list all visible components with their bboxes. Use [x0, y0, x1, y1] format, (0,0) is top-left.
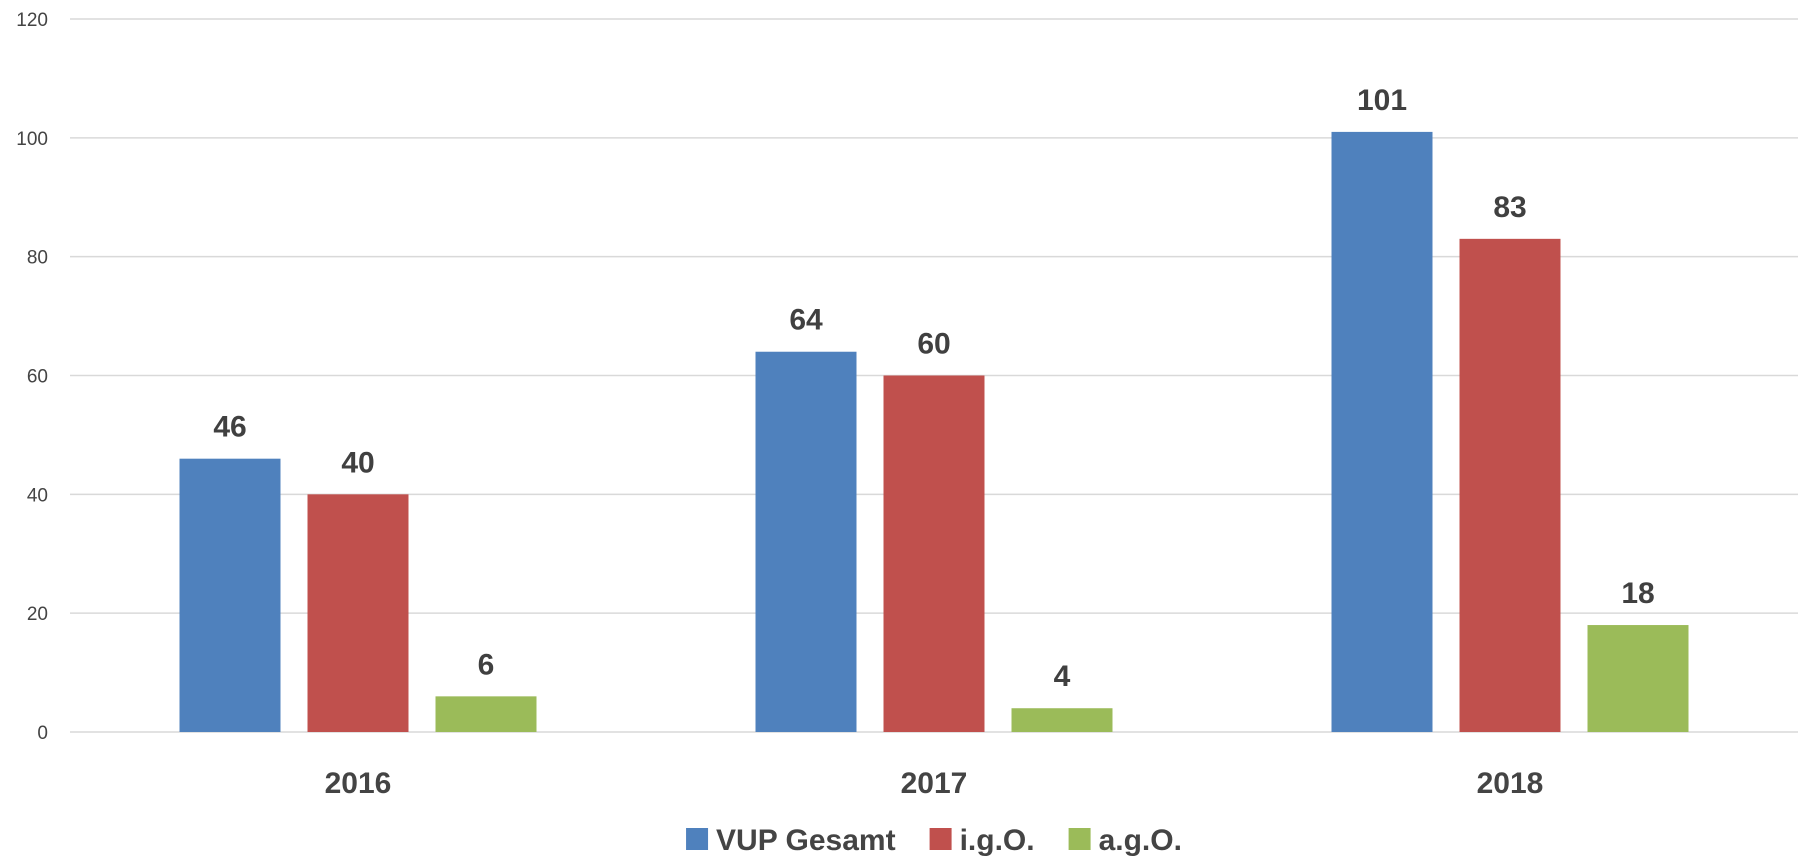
bar [1459, 238, 1561, 732]
data-label: 83 [1493, 191, 1526, 224]
bar [883, 375, 985, 732]
legend-swatch [686, 828, 709, 850]
data-label: 46 [213, 411, 246, 444]
bar [1331, 131, 1433, 732]
bar [755, 351, 857, 732]
x-tick-label: 2016 [325, 767, 392, 800]
y-tick-label: 120 [16, 10, 48, 31]
data-label: 101 [1357, 84, 1407, 117]
legend-label: VUP Gesamt [716, 824, 896, 857]
bars [179, 131, 1689, 732]
legend: VUP Gesamt i.g.O. a.g.O. [686, 824, 1182, 857]
y-tick-label: 20 [27, 604, 48, 625]
bar [1587, 625, 1689, 732]
legend-swatch [929, 828, 952, 850]
data-label: 18 [1621, 577, 1654, 610]
x-axis: 2016 2017 2018 [325, 767, 1544, 800]
data-label: 64 [789, 304, 823, 337]
bar [1011, 708, 1113, 732]
data-label: 60 [917, 328, 950, 361]
bar [179, 458, 281, 732]
legend-label: a.g.O. [1099, 824, 1182, 857]
data-labels: 46 40 6 64 60 4 101 83 18 [213, 84, 1654, 693]
data-label: 6 [478, 648, 495, 681]
bar [307, 494, 409, 732]
y-tick-label: 80 [27, 248, 48, 269]
y-tick-label: 100 [16, 129, 48, 150]
legend-swatch [1068, 828, 1091, 850]
bar [435, 696, 537, 732]
y-axis: 0 20 40 60 80 100 120 [16, 10, 48, 744]
data-label: 40 [341, 446, 374, 479]
y-tick-label: 40 [27, 485, 48, 506]
legend-label: i.g.O. [960, 824, 1035, 857]
x-tick-label: 2018 [1477, 767, 1544, 800]
y-tick-label: 60 [27, 367, 48, 388]
data-label: 4 [1054, 660, 1071, 693]
x-tick-label: 2017 [901, 767, 968, 800]
y-tick-label: 0 [37, 723, 48, 744]
